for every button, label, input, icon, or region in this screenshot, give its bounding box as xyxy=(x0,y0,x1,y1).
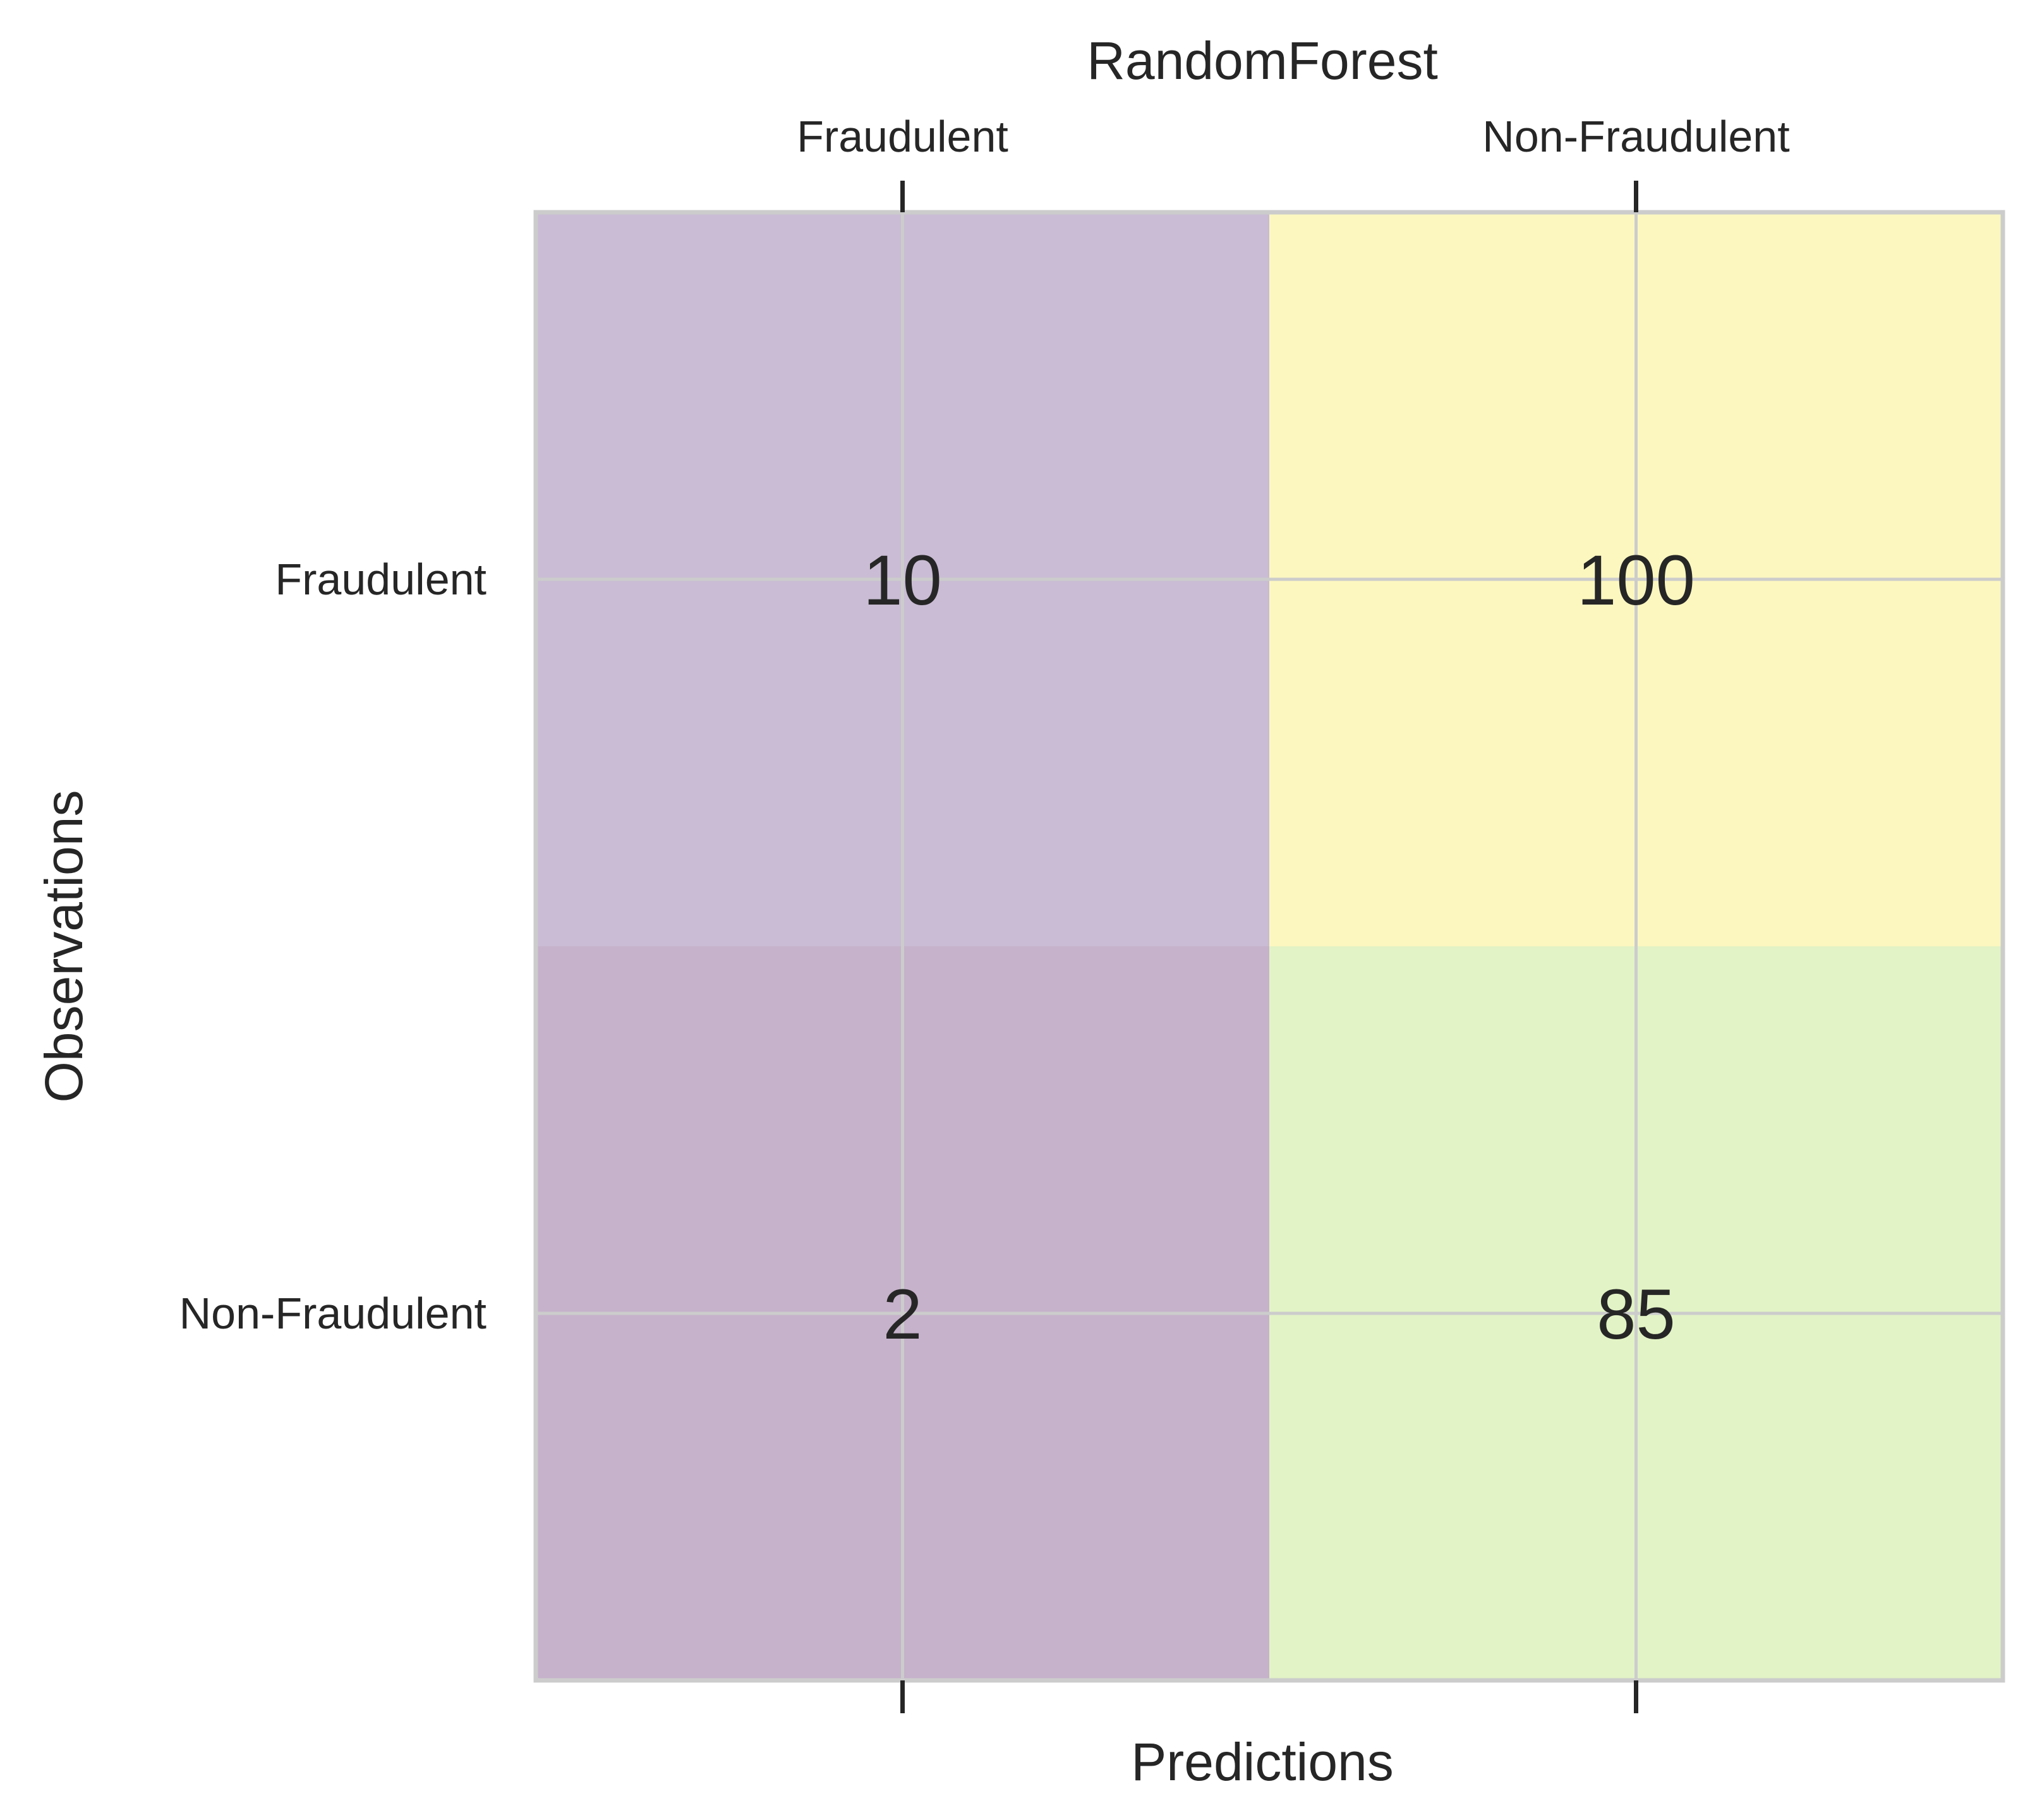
x-tick-label-fraudulent: Fraudulent xyxy=(797,112,1008,161)
cell-value-labels: 10 100 2 85 xyxy=(863,541,1695,1354)
tick-labels: Fraudulent Non-Fraudulent Fraudulent Non-Fr… xyxy=(179,112,1790,1338)
cell-value-label: 100 xyxy=(1577,541,1695,620)
cell-value-label: 10 xyxy=(863,541,942,620)
x-tick-label-non-fraudulent: Non-Fraudulent xyxy=(1482,112,1789,161)
plot-frame xyxy=(533,210,2005,1683)
gridlines xyxy=(536,212,2003,1680)
cell-value-label: 2 xyxy=(883,1275,922,1354)
chart-title: RandomForest xyxy=(1087,31,1438,90)
axis-ticks xyxy=(900,181,1638,1713)
y-tick-label-fraudulent: Fraudulent xyxy=(275,555,486,604)
y-tick-label-non-fraudulent: Non-Fraudulent xyxy=(179,1289,486,1338)
x-axis-label: Predictions xyxy=(1131,1732,1394,1792)
heatmap-cells xyxy=(536,212,2003,1680)
cell-value-label: 85 xyxy=(1597,1275,1676,1354)
y-axis-label: Observations xyxy=(34,790,94,1103)
